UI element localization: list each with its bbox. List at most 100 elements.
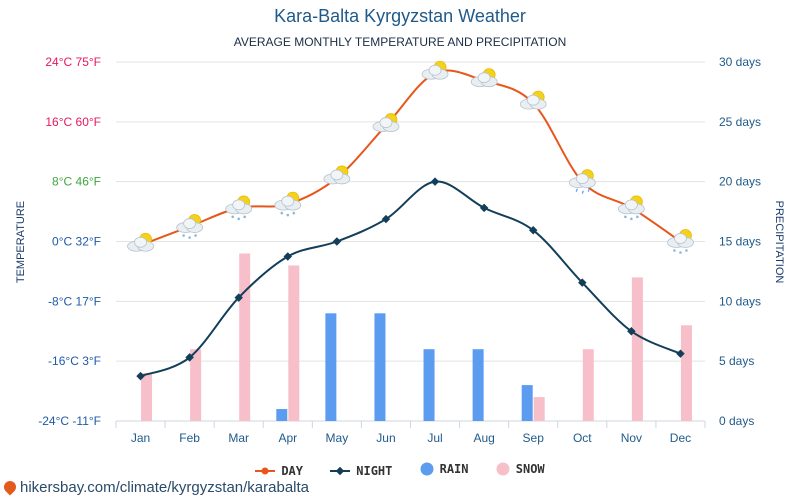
cloud-shape: [379, 117, 393, 128]
rain-drop: [575, 188, 578, 192]
night-point: [283, 252, 293, 261]
x-tick-label: Dec: [670, 431, 691, 445]
legend-rain-symbol: [420, 462, 434, 476]
legend-snow-symbol: [496, 462, 510, 476]
chart-subtitle: AVERAGE MONTHLY TEMPERATURE AND PRECIPIT…: [233, 35, 567, 49]
snow-flake: [685, 249, 688, 252]
rain-bar: [521, 385, 533, 421]
night-point: [578, 278, 587, 287]
y-right-tick-label: 10 days: [719, 294, 761, 308]
rain-bar: [423, 349, 435, 421]
legend-snow-label: SNOW: [515, 462, 545, 476]
y-right-tick-label: 5 days: [719, 354, 754, 368]
night-point: [185, 353, 194, 362]
night-point: [136, 371, 145, 381]
rain-drop: [587, 188, 590, 192]
rain-bar: [276, 409, 288, 421]
cloud-shape: [477, 72, 491, 84]
partly-cloudy-icon: [372, 113, 400, 132]
rain-bar: [472, 349, 484, 421]
cloud-shape: [134, 236, 147, 248]
partly-cloudy-rain-icon: [568, 169, 596, 194]
legend-item-rain[interactable]: RAIN: [420, 462, 469, 476]
partly-cloudy-snow-icon: [617, 195, 645, 221]
legend-day-symbol: [255, 467, 276, 475]
x-tick-label: Nov: [621, 431, 642, 445]
snow-bar: [141, 373, 153, 421]
snow-flake: [679, 251, 682, 254]
snow-bar: [239, 253, 251, 421]
source-footer[interactable]: hikersbay.com/climate/kyrgyzstan/karabal…: [1, 478, 309, 496]
rain-bar: [374, 313, 386, 421]
rain-bar: [325, 313, 337, 421]
snow-flake: [286, 213, 290, 217]
location-pin-icon: [1, 478, 19, 496]
y-left-tick-label: -24°C -11°F: [38, 414, 101, 428]
night-point: [676, 349, 685, 358]
legend-night-label: NIGHT: [356, 464, 393, 478]
day-line: [140, 69, 682, 247]
y-right-tick-label: 15 days: [719, 235, 761, 249]
snow-flake: [194, 234, 197, 237]
cloud-shape: [281, 195, 295, 207]
snow-bar: [533, 397, 545, 421]
x-tick-label: Feb: [179, 431, 200, 445]
y-right-tick-label: 20 days: [719, 175, 761, 189]
chart-title: Kara-Balta Kyrgyzstan Weather: [274, 6, 526, 26]
rain-drop: [581, 190, 584, 194]
snow-bar: [190, 349, 202, 421]
snow-flake: [231, 215, 235, 219]
x-tick-label: Jul: [427, 431, 442, 445]
snow-flake: [188, 236, 191, 239]
x-tick-label: Oct: [573, 431, 592, 445]
snow-flake: [636, 215, 639, 219]
y-left-tick-label: 0°C 32°F: [52, 235, 101, 249]
y-right-axis-label: PRECIPITATION: [773, 201, 785, 284]
night-point: [332, 237, 342, 246]
x-tick-label: Mar: [228, 431, 249, 445]
y-left-tick-label: 8°C 46°F: [52, 175, 101, 189]
night-point: [381, 214, 391, 224]
snow-flake: [624, 215, 627, 219]
x-tick-label: Aug: [473, 431, 494, 445]
cloud-shape: [232, 199, 246, 211]
cloud-shape: [183, 218, 197, 229]
cloud-shape: [674, 233, 687, 244]
y-left-axis-label: TEMPERATURE: [15, 201, 27, 283]
x-tick-label: Jan: [131, 431, 150, 445]
cloud-shape: [624, 199, 638, 211]
x-tick-label: May: [326, 431, 349, 445]
partly-cloudy-snow-icon: [176, 214, 204, 239]
y-right-tick-label: 30 days: [719, 55, 761, 69]
legend-item-night[interactable]: NIGHT: [330, 464, 392, 478]
chart-legend: DAY NIGHT RAIN SNOW: [0, 462, 800, 479]
partly-cloudy-icon: [421, 60, 449, 80]
y-left-tick-label: -16°C 3°F: [48, 354, 101, 368]
partly-cloudy-icon: [519, 90, 547, 110]
legend-night-symbol: [330, 466, 351, 476]
night-line: [140, 180, 681, 378]
snow-flake: [237, 217, 241, 221]
y-left-tick-label: -8°C 17°F: [48, 294, 101, 308]
legend-day-label: DAY: [281, 464, 304, 478]
snow-bar: [631, 277, 643, 421]
night-point: [430, 177, 440, 186]
night-point: [479, 203, 489, 213]
y-right-tick-label: 0 days: [719, 414, 754, 428]
x-tick-label: Sep: [523, 431, 545, 445]
legend-item-snow[interactable]: SNOW: [496, 462, 545, 476]
snow-flake: [182, 234, 185, 237]
legend-item-day[interactable]: DAY: [255, 464, 303, 478]
y-right-tick-label: 25 days: [719, 115, 761, 129]
partly-cloudy-icon: [323, 165, 351, 185]
cloud-shape: [330, 169, 344, 181]
night-point: [234, 293, 243, 302]
y-left-tick-label: 24°C 75°F: [45, 55, 101, 69]
cloud-shape: [526, 94, 540, 106]
source-link[interactable]: hikersbay.com/climate/kyrgyzstan/karabal…: [20, 479, 309, 496]
snow-flake: [292, 211, 296, 215]
snow-flake: [673, 249, 676, 252]
x-tick-label: Apr: [278, 431, 297, 445]
y-left-tick-label: 16°C 60°F: [45, 115, 101, 129]
